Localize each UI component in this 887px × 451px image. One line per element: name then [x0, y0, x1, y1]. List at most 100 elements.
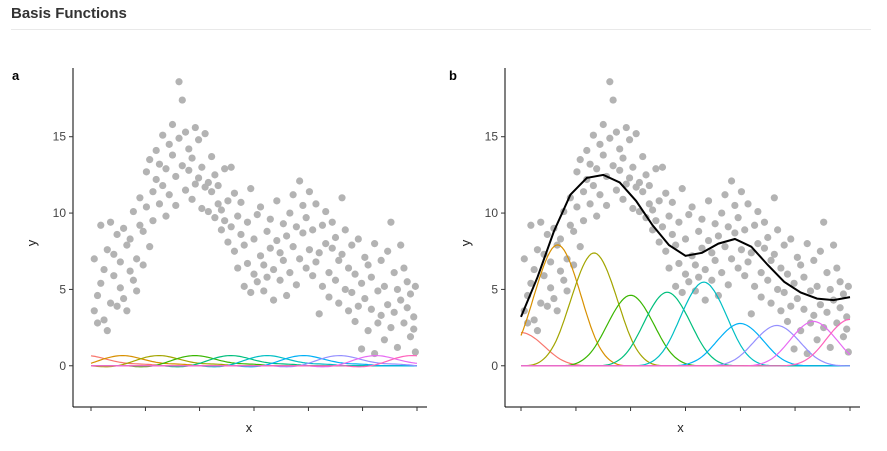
- scatter-point: [675, 218, 683, 226]
- scatter-point: [609, 162, 617, 170]
- scatter-point: [537, 299, 545, 307]
- scatter-point: [701, 265, 709, 274]
- scatter-point: [619, 195, 627, 203]
- page-title: Basis Functions: [11, 5, 127, 22]
- scatter-point: [204, 178, 212, 187]
- scatter-point: [266, 215, 274, 223]
- scatter-point: [744, 258, 752, 266]
- scatter-point: [185, 145, 193, 153]
- scatter-point: [760, 244, 769, 252]
- scatter-point: [221, 217, 229, 225]
- scatter-point: [714, 232, 723, 240]
- scatter-point: [797, 327, 805, 335]
- scatter-point: [770, 250, 778, 258]
- scatter-point: [142, 168, 151, 176]
- scatter-point: [289, 243, 297, 251]
- scatter-point: [322, 207, 330, 216]
- scatter-point: [371, 240, 379, 248]
- scatter-point: [820, 323, 828, 332]
- scatter-point: [400, 319, 408, 327]
- basis-function-10: [91, 355, 418, 368]
- x-axis-title: x: [246, 420, 253, 435]
- scatter-point: [152, 146, 160, 155]
- chart-panel-a: a 0 5 10 15 x y: [12, 68, 427, 435]
- scatter-point: [146, 243, 154, 251]
- scatter-point: [276, 276, 284, 284]
- scatter-point: [530, 265, 538, 274]
- scatter-point: [364, 327, 372, 335]
- scatter-point: [639, 188, 647, 196]
- scatter-point: [754, 240, 762, 248]
- scatter-point: [698, 215, 706, 223]
- scatter-point: [727, 255, 736, 263]
- scatter-point: [250, 270, 258, 278]
- scatter-point: [172, 201, 180, 210]
- scatter-point: [338, 194, 346, 202]
- scatter-point: [527, 221, 535, 229]
- scatter-point: [214, 181, 222, 190]
- scatter-point: [767, 299, 775, 307]
- scatter-point: [410, 325, 418, 333]
- scatter-point: [397, 241, 405, 249]
- scatter-point: [269, 296, 278, 304]
- scatter-point: [718, 269, 726, 277]
- scatter-point: [234, 264, 242, 272]
- scatter-point: [357, 279, 366, 287]
- scatter-point: [576, 156, 584, 164]
- scatter-point: [325, 293, 333, 301]
- scatter-point: [593, 165, 601, 173]
- scatter-point: [658, 163, 667, 171]
- scatter-point: [361, 253, 369, 261]
- scatter-point: [384, 301, 392, 309]
- scatter-point: [126, 235, 134, 243]
- scatter-point: [573, 168, 581, 176]
- scatter-point: [312, 200, 320, 208]
- scatter-point: [393, 285, 402, 294]
- chart-panel-b: b 0 5 10 15 x y: [449, 68, 860, 435]
- scatter-point: [836, 278, 844, 286]
- scatter-point: [826, 285, 834, 294]
- scatter-point: [139, 227, 147, 235]
- scatter-point: [734, 214, 742, 222]
- scatter-point: [681, 235, 690, 243]
- scatter-point: [721, 191, 729, 199]
- scatter-point: [579, 217, 588, 225]
- scatter-point: [573, 203, 581, 211]
- scatter-point: [780, 288, 788, 297]
- scatter-point: [305, 188, 314, 196]
- scatter-point: [616, 166, 624, 174]
- scatter-point: [760, 218, 769, 226]
- scatter-point: [309, 272, 317, 280]
- scatter-point: [731, 201, 739, 210]
- scatter-point: [672, 282, 680, 290]
- scatter-point: [123, 241, 131, 249]
- scatter-point: [813, 282, 821, 290]
- scatter-point: [810, 311, 818, 319]
- scatter-point: [560, 276, 568, 284]
- scatter-point: [724, 223, 732, 231]
- scatter-point: [844, 282, 852, 290]
- scatter-point: [833, 264, 841, 272]
- scatter-point: [240, 282, 248, 290]
- scatter-point: [341, 285, 349, 294]
- scatter-point: [727, 177, 736, 185]
- scatter-point: [168, 151, 177, 159]
- scatter-point: [757, 293, 765, 301]
- scatter-point: [208, 188, 216, 196]
- scatter-point: [269, 265, 278, 274]
- scatter-point: [331, 276, 340, 284]
- scatter-point: [113, 302, 121, 310]
- scatter-point: [191, 123, 199, 132]
- scatter-point: [113, 230, 121, 239]
- scatter-point: [354, 235, 362, 243]
- scatter-point: [593, 212, 601, 220]
- scatter-point: [639, 152, 647, 161]
- scatter-point: [406, 290, 415, 298]
- scatter-point: [708, 249, 716, 257]
- y-axis-title: y: [458, 239, 473, 246]
- scatter-point: [159, 181, 167, 190]
- scatter-point: [649, 206, 657, 214]
- scatter-point: [188, 154, 196, 162]
- scatter-point: [599, 120, 607, 129]
- scatter-point: [527, 279, 535, 287]
